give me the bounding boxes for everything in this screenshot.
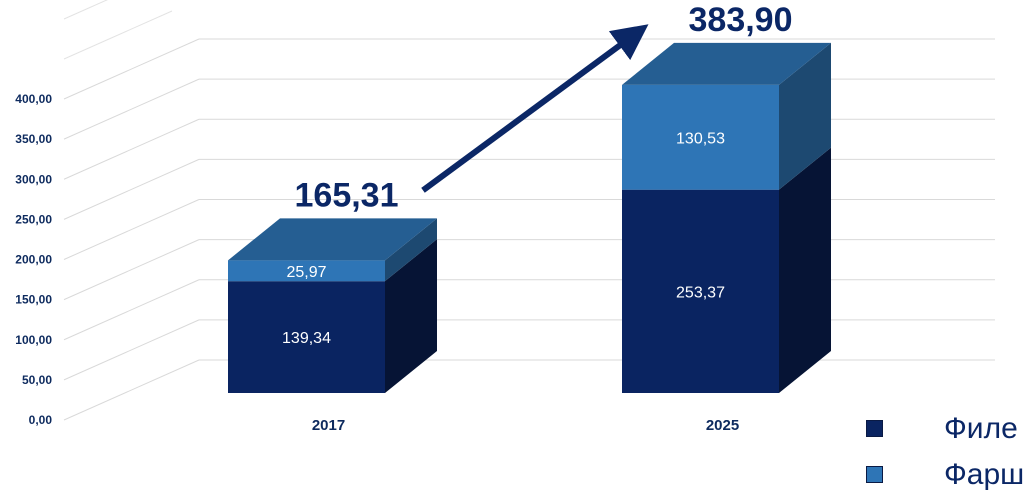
legend: Филе Фарш [866, 412, 1030, 504]
bar-front-face [228, 260, 385, 282]
legend-swatch-fillet [866, 420, 883, 437]
y-tick-label: 350,00 [15, 132, 52, 146]
bar-side-face [385, 218, 437, 282]
legend-item-mince: Фарш [866, 458, 1030, 504]
bar-front-face [622, 189, 779, 393]
bar-top-face [622, 42, 831, 85]
gridline-diagonal [63, 118, 200, 180]
gridline-diagonal [63, 158, 200, 220]
legend-label-mince: Фарш [944, 458, 1025, 491]
bar-value-label: 25,97 [286, 264, 326, 281]
y-tick-label: 300,00 [15, 172, 52, 186]
gridline-diagonal [63, 78, 200, 140]
bar-segment-2017-mince [228, 218, 437, 282]
bars [228, 42, 831, 393]
x-tick-label: 2025 [706, 417, 739, 434]
bar-value-label: 139,34 [282, 330, 331, 347]
gridline-diagonal [63, 10, 173, 60]
bar-front-face [228, 281, 385, 393]
y-tick-label: 200,00 [15, 253, 52, 267]
legend-item-fillet: Филе [866, 412, 1030, 458]
bar-total-label: 165,31 [295, 176, 399, 214]
gridline-diagonal [63, 279, 200, 341]
legend-label-fillet: Филе [944, 412, 1018, 445]
growth-arrow [421, 24, 649, 193]
bar-top-face [228, 218, 437, 261]
y-tick-label: 50,00 [22, 373, 52, 387]
x-tick-label: 2017 [312, 417, 345, 434]
gridlines [63, 0, 995, 421]
data-labels: 139,34 25,97 165,31 253,37 130,53 383,90 [282, 1, 792, 347]
gridline-diagonal [63, 199, 200, 260]
y-tick-label: 400,00 [15, 92, 52, 106]
gridline-diagonal [63, 38, 200, 100]
y-tick-label: 100,00 [15, 333, 52, 347]
bar-side-face [385, 239, 437, 393]
bar-value-label: 253,37 [676, 284, 725, 301]
x-axis-tick-labels: 2017 2025 [312, 417, 739, 434]
y-axis-tick-labels: 0,00 50,00 100,00 150,00 200,00 250,00 300,00 3… [15, 92, 52, 427]
gridline-diagonal [63, 359, 200, 421]
y-tick-label: 0,00 [29, 413, 53, 427]
legend-swatch-mince [866, 466, 883, 483]
growth-arrow-line [421, 24, 649, 193]
bar-segment-2017-fillet [228, 239, 437, 393]
gridline-diagonal [63, 239, 200, 301]
bar-segment-2025-fillet [622, 147, 831, 393]
y-tick-label: 150,00 [15, 293, 52, 307]
bar-side-face [779, 147, 831, 393]
bar-side-face [779, 42, 831, 190]
bar-value-label: 130,53 [676, 130, 725, 147]
stacked-bar-chart: 0,00 50,00 100,00 150,00 200,00 250,00 300,00 3… [15, 0, 995, 434]
bar-segment-2025-mince [622, 42, 831, 190]
gridline-diagonal [63, 0, 108, 20]
y-tick-label: 250,00 [15, 212, 52, 226]
gridline-diagonal [63, 319, 200, 381]
bar-total-label: 383,90 [689, 1, 793, 39]
bar-front-face [622, 84, 779, 190]
